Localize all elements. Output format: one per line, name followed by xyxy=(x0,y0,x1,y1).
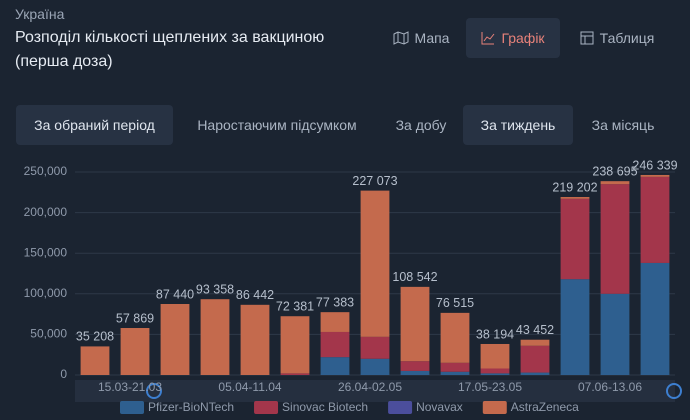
x-tick-label: 07.06-13.06 xyxy=(578,380,642,394)
bar-segment xyxy=(200,299,230,375)
region: Україна xyxy=(15,6,65,22)
bar-segment xyxy=(560,197,590,199)
bar-segment xyxy=(320,312,350,332)
tab-label: Таблиця xyxy=(599,30,655,46)
total-label: 72 381 xyxy=(276,300,314,314)
map-icon xyxy=(393,31,408,45)
period-button[interactable]: Наростаючим підсумком xyxy=(197,117,357,133)
bar-segment xyxy=(240,304,270,375)
tab-label: Графік xyxy=(501,30,545,46)
bar-segment xyxy=(280,373,310,375)
tab-map[interactable]: Мапа xyxy=(378,18,464,58)
bar-segment xyxy=(320,357,350,375)
bar-segment xyxy=(80,346,110,375)
x-tick-label: 05.04-11.04 xyxy=(218,380,281,394)
total-label: 38 194 xyxy=(476,327,514,341)
bar-segment xyxy=(360,190,390,337)
total-label: 87 440 xyxy=(156,287,194,301)
bar-segment xyxy=(160,303,190,375)
bar-segment xyxy=(440,312,470,363)
bar-segment xyxy=(360,358,390,375)
bar-segment xyxy=(560,279,590,375)
bar-segment xyxy=(600,293,630,375)
y-tick-label: 200,000 xyxy=(24,205,68,219)
interval-button[interactable]: За тиждень xyxy=(463,105,573,145)
bar-segment xyxy=(440,362,470,372)
title: Розподіл кількості щеплених за вакциною … xyxy=(15,29,325,70)
total-label: 93 358 xyxy=(196,282,234,296)
total-label: 219 202 xyxy=(552,180,597,194)
bar-segment xyxy=(440,371,470,375)
bar-segment xyxy=(400,286,430,362)
slider-handle[interactable] xyxy=(146,383,162,399)
interval-button[interactable]: За добу xyxy=(395,117,447,133)
zoom-slider[interactable] xyxy=(75,380,675,402)
total-label: 43 452 xyxy=(516,323,554,337)
bar-segment xyxy=(480,373,510,375)
bar-segment xyxy=(120,328,150,375)
total-label: 246 339 xyxy=(632,158,677,172)
bar-segment xyxy=(640,176,670,263)
bar-segment xyxy=(600,184,630,294)
table-icon xyxy=(580,31,594,45)
period-button[interactable]: За обраний період xyxy=(16,105,173,145)
tab-chart[interactable]: Графік xyxy=(466,18,560,58)
legend-swatch xyxy=(482,401,507,414)
total-label: 86 442 xyxy=(236,288,274,302)
legend-label[interactable]: Novavax xyxy=(416,400,463,414)
x-tick-label: 26.04-02.05 xyxy=(338,380,402,394)
legend-label[interactable]: AstraZeneca xyxy=(511,400,579,414)
total-label: 77 383 xyxy=(316,295,354,309)
total-label: 57 869 xyxy=(116,311,154,325)
x-tick-label: 17.05-23.05 xyxy=(458,380,522,394)
total-label: 108 542 xyxy=(392,270,437,284)
bar-segment xyxy=(560,198,590,280)
y-tick-label: 50,000 xyxy=(30,327,67,341)
bar-segment xyxy=(360,336,390,359)
slider-handle[interactable] xyxy=(666,383,682,399)
y-tick-label: 0 xyxy=(60,367,67,381)
legend-swatch xyxy=(120,401,144,414)
total-label: 76 515 xyxy=(436,296,474,310)
bar-segment xyxy=(280,316,310,374)
legend-label[interactable]: Sinovac Biotech xyxy=(282,400,368,414)
tab-label: Мапа xyxy=(414,30,450,46)
chart-icon xyxy=(481,32,495,45)
tab-table[interactable]: Таблиця xyxy=(564,18,670,58)
legend-label[interactable]: Pfizer-BioNTech xyxy=(148,400,234,414)
bar-segment xyxy=(400,370,430,375)
y-tick-label: 250,000 xyxy=(24,164,68,178)
y-tick-label: 150,000 xyxy=(24,245,68,259)
legend-swatch xyxy=(388,401,413,414)
total-label: 238 695 xyxy=(592,164,637,178)
legend-swatch xyxy=(254,401,279,414)
bar-segment xyxy=(480,343,510,369)
bar-segment xyxy=(400,361,430,371)
bar-segment xyxy=(480,368,510,374)
bar-segment xyxy=(640,174,670,177)
bar-segment xyxy=(320,331,350,358)
bar-segment xyxy=(520,345,550,373)
total-label: 35 208 xyxy=(76,330,114,344)
bar-segment xyxy=(520,339,550,346)
y-tick-label: 100,000 xyxy=(24,286,68,300)
bar-segment xyxy=(600,181,630,185)
x-tick-label: 15.03-21.03 xyxy=(98,380,162,394)
bar-segment xyxy=(520,372,550,375)
interval-button[interactable]: За місяць xyxy=(591,117,655,133)
total-label: 227 073 xyxy=(352,174,397,188)
bar-segment xyxy=(640,262,670,375)
